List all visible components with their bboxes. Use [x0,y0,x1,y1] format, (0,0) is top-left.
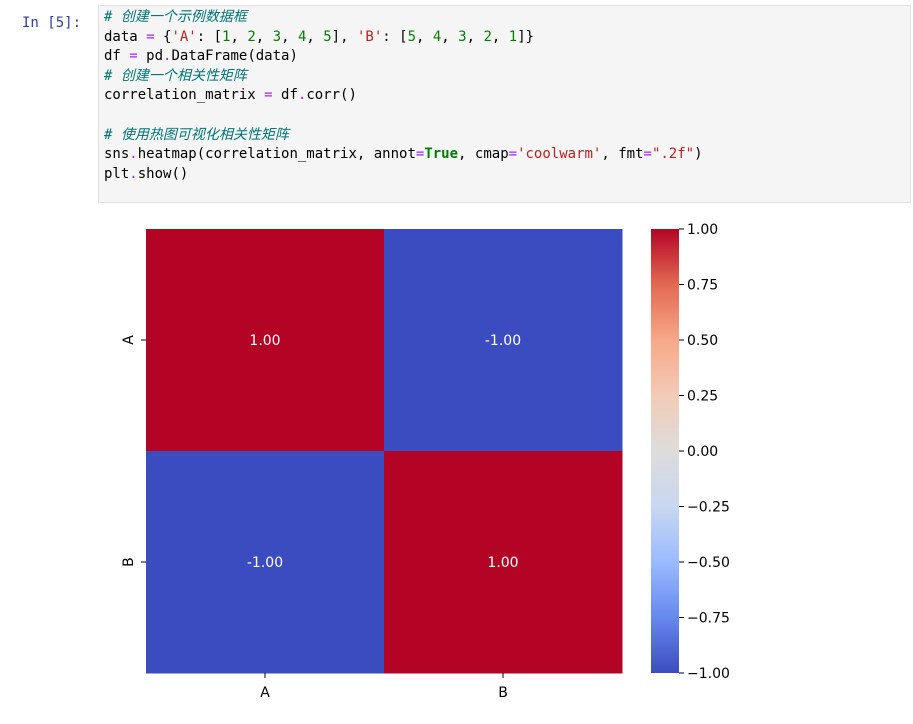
colorbar-gradient [651,229,679,673]
code-token: 3 [272,28,282,45]
heatmap-annotation: 1.00 [487,555,518,571]
code-token: = [508,146,518,163]
code-token: { [154,28,172,45]
colorbar-tick-label: 0.25 [687,389,718,405]
code-token: 2 [483,28,492,45]
y-axis: AB [121,335,146,567]
code-token: = [146,28,155,45]
code-token: , [416,28,433,45]
code-token: , [466,28,484,45]
heatmap-cell-a-b [384,229,623,452]
code-token: , [230,28,248,45]
colorbar-tick-label: 0.00 [687,444,718,460]
code-token: 5 [407,28,416,45]
code-token: ]} [517,28,535,45]
x-tick-label: A [260,685,270,701]
heatmap-annotation: 1.00 [249,333,280,349]
heatmap-cell-b-a [146,451,385,674]
code-token: ], [331,28,357,45]
code-token: , cmap [458,146,509,163]
code-token: , [255,28,273,45]
code-token: 'B' [356,28,383,45]
code-token: : [ [382,28,408,45]
code-token: df [104,48,130,65]
code-token: 4 [297,28,307,45]
code-token: 5 [323,28,332,45]
code-token: = [129,48,138,65]
code-token: pd [137,48,164,65]
code-line: correlation_matrix = df.corr() [104,86,703,106]
code-token: 1 [508,28,518,45]
code-token: 'A' [171,28,197,45]
y-tick-label: A [121,335,137,345]
y-tick-label: B [121,557,137,567]
colorbar-tick-label: 1.00 [687,222,718,238]
code-token: corr() [306,87,357,104]
code-token: df [272,87,298,104]
code-token: show() [137,165,189,182]
code-line [104,106,703,126]
heatmap-cells [146,229,623,674]
code-token: , [281,28,298,45]
code-token: DataFrame(data) [171,48,298,65]
code-token: = [643,146,652,163]
code-token: , [306,28,324,45]
colorbar-tick-label: −0.75 [687,611,730,627]
code-line: sns.heatmap(correlation_matrix, annot=Tr… [104,145,703,165]
code-editor[interactable]: # 创建一个示例数据框 data = {'A': [1, 2, 3, 4, 5],… [104,8,703,184]
code-token: plt [104,165,130,182]
code-token: , [441,28,459,45]
cell-prompt: In [5]: [22,15,82,31]
colorbar-tick-label: −0.50 [687,555,730,571]
code-token: correlation_matrix [104,87,265,104]
colorbar: 1.00 0.75 0.50 0.25 0.00 −0.25 −0.50 −0.75 −1.00 [651,222,730,682]
code-line: data = {'A': [1, 2, 3, 4, 5], 'B': [5, 4… [104,28,703,48]
colorbar-tick-label: −0.25 [687,500,730,516]
code-token: 4 [432,28,442,45]
code-token: ".2f" [651,146,695,163]
heatmap-cell-a-a [146,229,385,452]
code-token: = [415,146,425,163]
code-token: data [104,28,147,45]
code-token: True [424,146,459,163]
colorbar-tick-label: 0.50 [687,333,718,349]
code-token: # 创建一个相关性矩阵 [104,67,247,84]
code-token: , fmt [601,146,644,163]
heatmap-annotation: -1.00 [485,333,521,349]
code-token: heatmap(correlation_matrix, annot [137,146,416,163]
code-token: 3 [458,28,467,45]
code-token: # 创建一个示例数据框 [104,9,247,25]
code-token: = [264,87,273,104]
code-line: plt.show() [104,165,703,185]
heatmap-annotation: -1.00 [247,555,283,571]
code-token: . [129,165,138,182]
code-token: . [129,146,138,163]
code-token: , [491,28,509,45]
colorbar-tick-label: −1.00 [687,666,730,682]
x-tick-label: B [498,685,508,701]
code-token: 2 [247,28,256,45]
heatmap-cell-b-b [384,451,623,674]
code-token: ) [694,146,703,163]
code-token: . [163,48,172,65]
code-token: sns [104,146,130,163]
code-token: . [297,87,307,104]
heatmap-annotations: 1.00 -1.00 -1.00 1.00 [247,333,521,571]
code-line: # 创建一个相关性矩阵 [104,67,703,87]
code-token: # 使用热图可视化相关性矩阵 [104,126,289,143]
code-cell-input[interactable]: # 创建一个示例数据框 data = {'A': [1, 2, 3, 4, 5],… [98,5,911,203]
code-token: 'coolwarm' [517,146,602,163]
code-token: 1 [222,28,231,45]
code-token: : [ [196,28,223,45]
code-line: df = pd.DataFrame(data) [104,47,703,67]
code-line: # 使用热图可视化相关性矩阵 [104,126,703,146]
code-line: # 创建一个示例数据框 [104,8,703,28]
colorbar-tick-label: 0.75 [687,278,718,294]
